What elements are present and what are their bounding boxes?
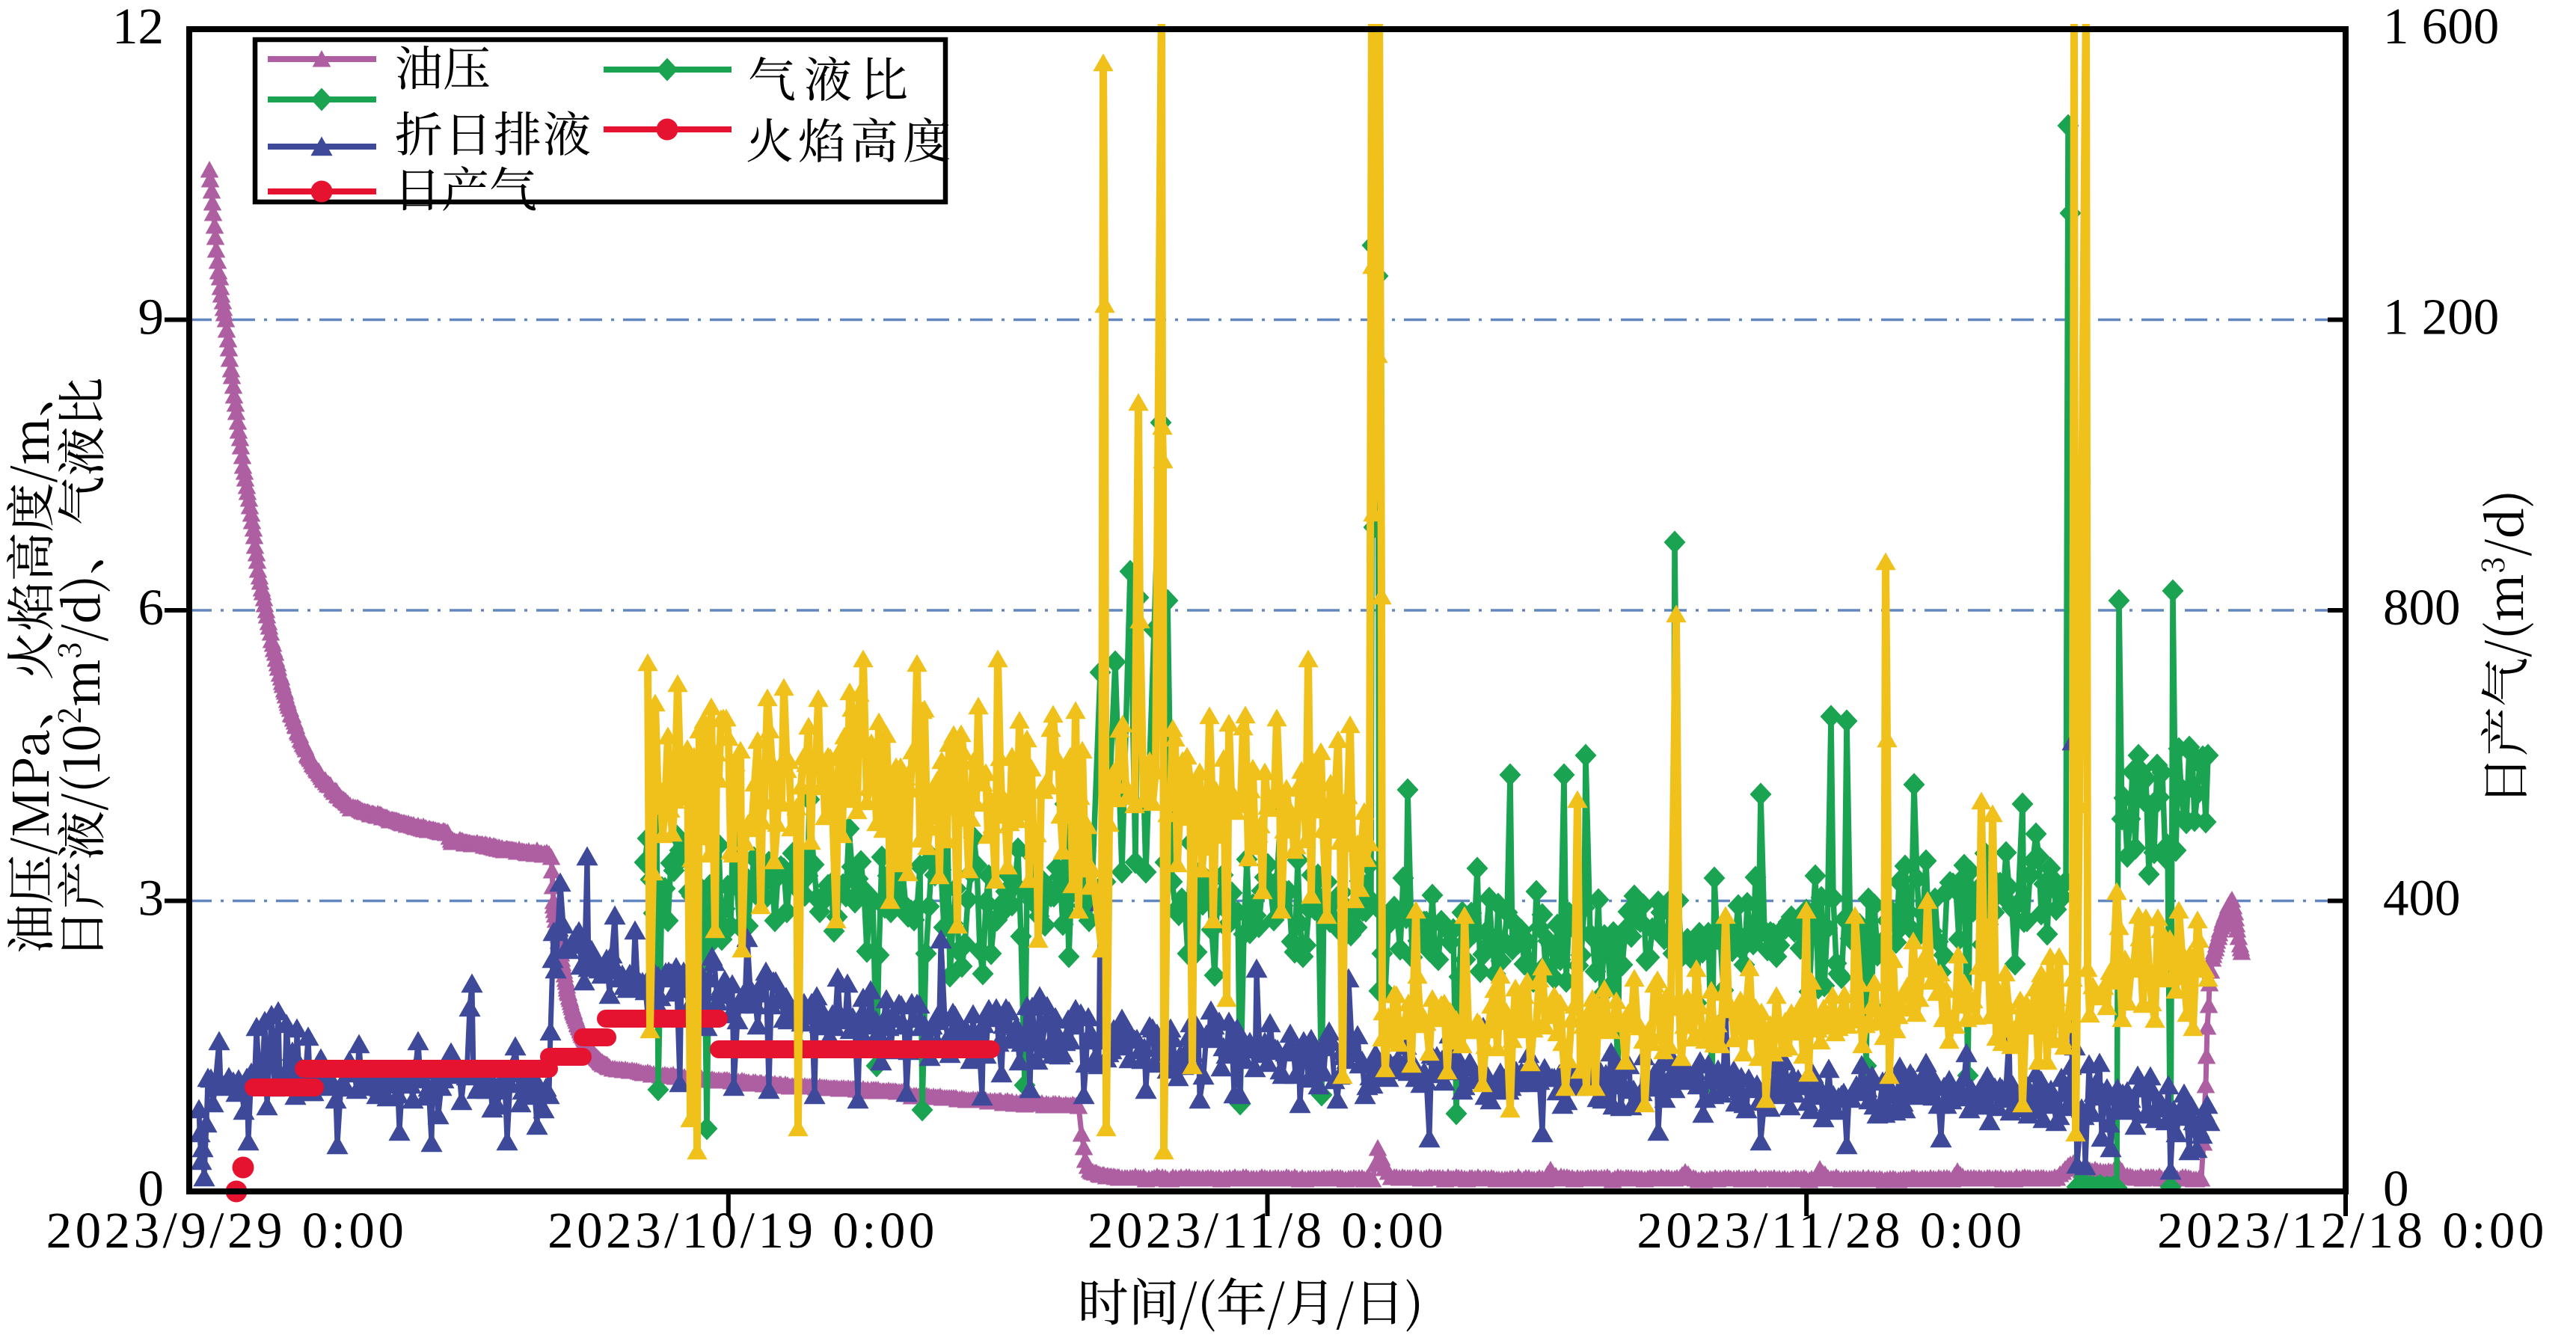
svg-text:2023/9/29 0:00: 2023/9/29 0:00 bbox=[46, 1202, 408, 1259]
svg-text:2023/10/19 0:00: 2023/10/19 0:00 bbox=[548, 1202, 938, 1259]
svg-text:1 600: 1 600 bbox=[2383, 0, 2499, 55]
svg-text:0: 0 bbox=[138, 1160, 165, 1217]
svg-text:3: 3 bbox=[138, 870, 165, 927]
svg-text:2023/11/28 0:00: 2023/11/28 0:00 bbox=[1637, 1202, 2025, 1259]
svg-text:1 200: 1 200 bbox=[2383, 289, 2499, 346]
svg-text:12: 12 bbox=[112, 0, 164, 55]
svg-text:800: 800 bbox=[2383, 579, 2461, 636]
svg-text:2023/12/18 0:00: 2023/12/18 0:00 bbox=[2157, 1202, 2548, 1259]
svg-text:2023/11/8 0:00: 2023/11/8 0:00 bbox=[1088, 1202, 1447, 1259]
svg-text:0: 0 bbox=[2383, 1160, 2409, 1217]
svg-text:6: 6 bbox=[138, 579, 165, 636]
svg-text:9: 9 bbox=[138, 289, 165, 346]
svg-text:400: 400 bbox=[2383, 870, 2461, 927]
